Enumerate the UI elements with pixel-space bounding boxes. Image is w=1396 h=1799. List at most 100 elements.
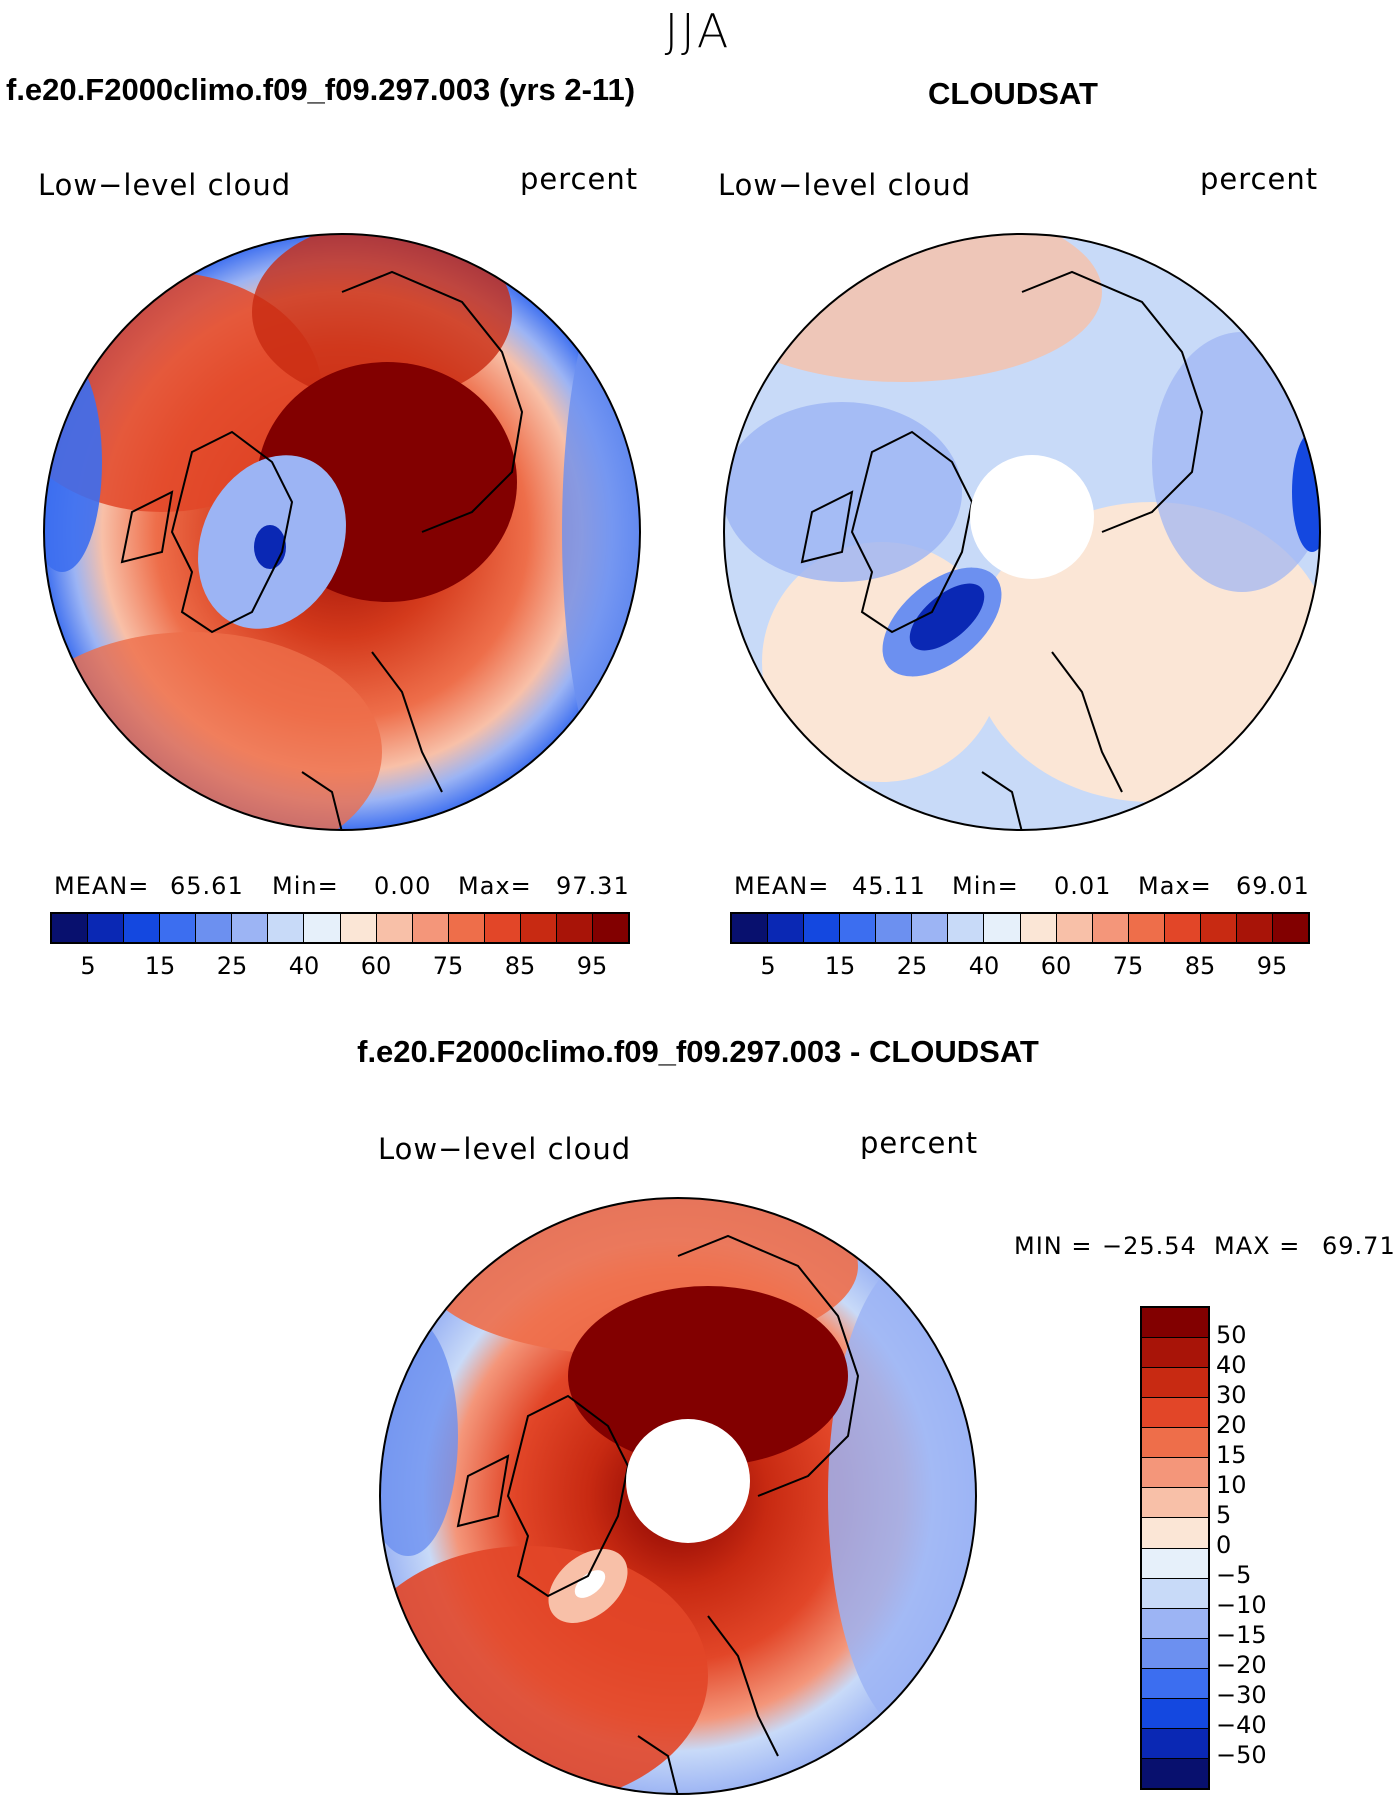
colorbar-obs-swatch	[1236, 914, 1273, 942]
panel-model-mean-value: 65.61	[170, 872, 244, 900]
colorbar-obs-swatch	[1164, 914, 1201, 942]
colorbar-obs-tick-label: 25	[896, 952, 928, 980]
colorbar-obs-swatch	[732, 914, 769, 942]
panel-diff-units-label: percent	[860, 1126, 979, 1160]
panel-model-units-label: percent	[520, 162, 639, 196]
colorbar-difference-tick-label: 40	[1216, 1351, 1247, 1379]
panel-diff-title: f.e20.F2000climo.f09_f09.297.003 - CLOUD…	[357, 1034, 1039, 1069]
colorbar-difference-tick-label: 0	[1216, 1531, 1232, 1559]
colorbar-model-tick-label: 85	[504, 952, 536, 980]
colorbar-model-swatch	[520, 914, 557, 942]
colorbar-model-swatch	[124, 914, 161, 942]
colorbar-model-swatch	[268, 914, 305, 942]
colorbar-obs-swatch	[912, 914, 949, 942]
panel-model-mean-label: MEAN=	[54, 872, 150, 900]
colorbar-difference-tick-label: 15	[1216, 1441, 1247, 1469]
polar-map-model	[43, 233, 641, 831]
colorbar-difference-swatch	[1142, 1428, 1208, 1459]
colorbar-model-swatch	[556, 914, 593, 942]
colorbar-difference-tick-label: −5	[1216, 1561, 1252, 1589]
colorbar-difference-swatch	[1142, 1548, 1208, 1579]
colorbar-obs-swatch	[1272, 914, 1308, 942]
colorbar-difference-tick-label: −10	[1216, 1591, 1267, 1619]
colorbar-obs-swatch	[984, 914, 1021, 942]
panel-obs-mean-value: 45.11	[852, 872, 926, 900]
colorbar-difference-tick-label: −40	[1216, 1711, 1267, 1739]
polar-map-obs	[723, 233, 1321, 831]
colorbar-model-swatch	[412, 914, 449, 942]
colorbar-difference-swatch	[1142, 1368, 1208, 1399]
panel-model-title: f.e20.F2000climo.f09_f09.297.003 (yrs 2-…	[6, 72, 636, 107]
colorbar-difference-swatch	[1142, 1308, 1208, 1339]
colorbar-obs-swatch	[1128, 914, 1165, 942]
colorbar-difference-tick-label: −15	[1216, 1621, 1267, 1649]
colorbar-obs-swatch	[768, 914, 805, 942]
colorbar-difference-tick-label: 30	[1216, 1381, 1247, 1409]
colorbar-model-swatch	[376, 914, 413, 942]
colorbar-model-tick-label: 25	[216, 952, 248, 980]
panel-obs-title: CLOUDSAT	[928, 76, 1098, 111]
colorbar-obs-swatch	[804, 914, 841, 942]
colorbar-model-swatch	[448, 914, 485, 942]
panel-obs-variable-label: Low−level cloud	[718, 168, 972, 202]
colorbar-difference-swatch	[1142, 1668, 1208, 1699]
colorbar-obs-swatch	[840, 914, 877, 942]
colorbar-model-swatch	[88, 914, 125, 942]
colorbar-difference-swatch	[1142, 1578, 1208, 1609]
colorbar-model	[50, 912, 630, 944]
panel-model-variable-label: Low−level cloud	[38, 168, 292, 202]
colorbar-difference	[1140, 1306, 1210, 1790]
panel-model-max-value: 97.31	[556, 872, 630, 900]
colorbar-obs-swatch	[948, 914, 985, 942]
panel-diff-max-value: 69.71	[1322, 1232, 1396, 1260]
colorbar-model-swatch	[52, 914, 89, 942]
panel-diff-min-label: MIN =	[1014, 1232, 1093, 1260]
colorbar-difference-swatch	[1142, 1728, 1208, 1759]
colorbar-model-swatch	[340, 914, 377, 942]
colorbar-obs-tick-label: 15	[824, 952, 856, 980]
season-title: JJA	[664, 4, 732, 58]
colorbar-model-swatch	[160, 914, 197, 942]
panel-obs-mean-label: MEAN=	[734, 872, 830, 900]
colorbar-obs-swatch	[876, 914, 913, 942]
polar-map-difference	[379, 1197, 977, 1795]
panel-model-min-value: 0.00	[374, 872, 432, 900]
colorbar-difference-swatch	[1142, 1518, 1208, 1549]
colorbar-model-swatch	[484, 914, 521, 942]
colorbar-obs-tick-label: 85	[1184, 952, 1216, 980]
colorbar-model-swatch	[196, 914, 233, 942]
colorbar-difference-tick-label: 20	[1216, 1411, 1247, 1439]
colorbar-model-tick-label: 75	[432, 952, 464, 980]
panel-obs-min-label: Min=	[952, 872, 1019, 900]
colorbar-model-tick-label: 5	[80, 952, 96, 980]
colorbar-obs-swatch	[1056, 914, 1093, 942]
colorbar-obs-swatch	[1200, 914, 1237, 942]
colorbar-obs-swatch	[1092, 914, 1129, 942]
panel-obs-units-label: percent	[1200, 162, 1319, 196]
colorbar-obs	[730, 912, 1310, 944]
colorbar-difference-swatch	[1142, 1638, 1208, 1669]
colorbar-model-swatch	[232, 914, 269, 942]
panel-obs-max-value: 69.01	[1236, 872, 1310, 900]
colorbar-difference-swatch	[1142, 1698, 1208, 1729]
panel-diff-min-value: −25.54	[1102, 1232, 1197, 1260]
colorbar-difference-swatch	[1142, 1398, 1208, 1429]
colorbar-difference-tick-label: 5	[1216, 1501, 1232, 1529]
colorbar-difference-tick-label: −50	[1216, 1741, 1267, 1769]
colorbar-difference-tick-label: 10	[1216, 1471, 1247, 1499]
colorbar-obs-tick-label: 75	[1112, 952, 1144, 980]
colorbar-obs-swatch	[1020, 914, 1057, 942]
colorbar-difference-swatch	[1142, 1338, 1208, 1369]
colorbar-difference-tick-label: −20	[1216, 1651, 1267, 1679]
panel-model-min-label: Min=	[272, 872, 339, 900]
colorbar-difference-swatch	[1142, 1488, 1208, 1519]
panel-model-max-label: Max=	[458, 872, 532, 900]
colorbar-difference-swatch	[1142, 1758, 1208, 1788]
colorbar-difference-swatch	[1142, 1608, 1208, 1639]
panel-obs-max-label: Max=	[1138, 872, 1212, 900]
colorbar-difference-tick-label: 50	[1216, 1321, 1247, 1349]
panel-diff-variable-label: Low−level cloud	[378, 1132, 632, 1166]
colorbar-model-swatch	[304, 914, 341, 942]
colorbar-model-swatch	[592, 914, 628, 942]
colorbar-difference-tick-label: −30	[1216, 1681, 1267, 1709]
